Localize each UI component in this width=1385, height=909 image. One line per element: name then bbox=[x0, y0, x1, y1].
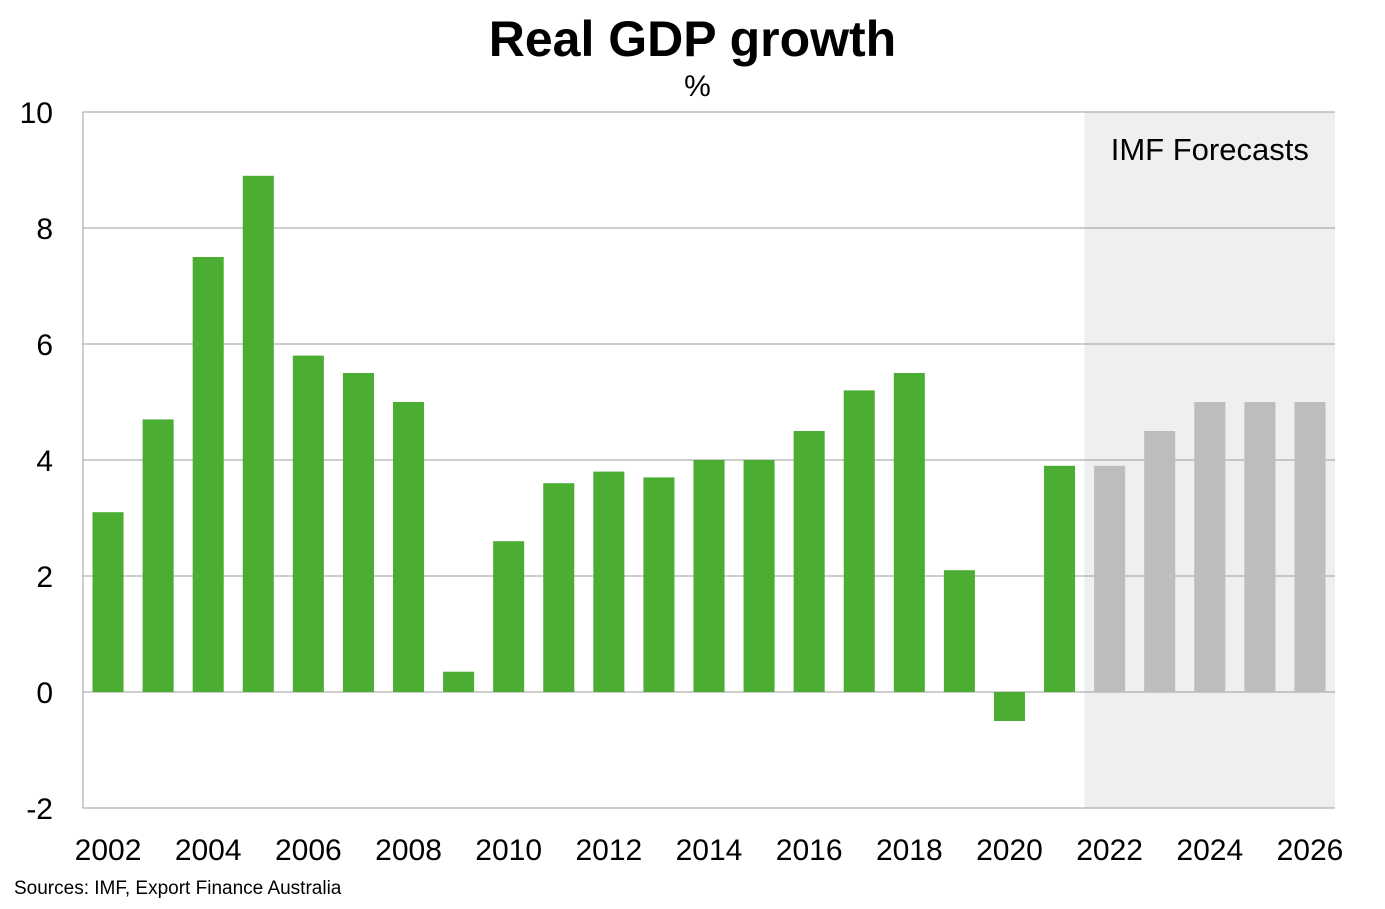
forecast-label: IMF Forecasts bbox=[1111, 132, 1309, 167]
x-axis-ticks: 2002 2004 2006 2008 2010 2012 2014 2016 2018 2020… bbox=[75, 834, 1344, 867]
bar-2008 bbox=[392, 402, 425, 692]
bar-2026 bbox=[1294, 402, 1326, 692]
y-axis-ticks: 10 8 6 4 2 0 -2 bbox=[20, 97, 53, 826]
x-tick-label: 2002 bbox=[75, 834, 142, 867]
bar-2002 bbox=[92, 512, 124, 692]
x-tick-label: 2024 bbox=[1176, 834, 1243, 867]
x-tick-label: 2018 bbox=[876, 834, 943, 867]
x-tick-label: 2010 bbox=[475, 834, 542, 867]
bar-2025 bbox=[1244, 402, 1276, 692]
y-tick-label: -2 bbox=[26, 793, 53, 826]
y-tick-label: 8 bbox=[36, 213, 53, 246]
y-tick-label: 6 bbox=[36, 329, 53, 362]
bar-2003 bbox=[142, 419, 174, 692]
y-tick-label: 4 bbox=[36, 445, 53, 478]
y-tick-label: 2 bbox=[36, 561, 53, 594]
bar-2014 bbox=[693, 460, 725, 692]
x-tick-label: 2014 bbox=[676, 834, 743, 867]
bar-2012 bbox=[593, 471, 625, 692]
x-tick-label: 2016 bbox=[776, 834, 843, 867]
bar-2004 bbox=[192, 257, 224, 692]
bar-2017 bbox=[843, 390, 875, 692]
bar-2023 bbox=[1144, 431, 1176, 692]
bar-2016 bbox=[793, 431, 825, 692]
source-note: Sources: IMF, Export Finance Australia bbox=[14, 878, 342, 899]
x-tick-label: 2020 bbox=[976, 834, 1043, 867]
bar-2024 bbox=[1194, 402, 1226, 692]
bar-2009 bbox=[443, 671, 475, 692]
x-tick-label: 2006 bbox=[275, 834, 342, 867]
bar-2011 bbox=[543, 483, 575, 692]
bar-2015 bbox=[743, 460, 775, 692]
chart-subtitle: % bbox=[684, 70, 711, 103]
bar-2005 bbox=[242, 175, 274, 693]
bar-2010 bbox=[493, 541, 525, 692]
x-tick-label: 2022 bbox=[1076, 834, 1143, 867]
y-tick-label: 0 bbox=[36, 677, 53, 710]
bar-2022 bbox=[1094, 465, 1126, 692]
bar-2006 bbox=[292, 355, 324, 692]
bar-2007 bbox=[342, 373, 374, 692]
bar-2020 bbox=[993, 692, 1026, 721]
x-tick-label: 2012 bbox=[575, 834, 642, 867]
y-tick-label: 10 bbox=[20, 97, 53, 130]
x-tick-label: 2026 bbox=[1277, 834, 1344, 867]
x-tick-label: 2004 bbox=[175, 834, 242, 867]
x-tick-label: 2008 bbox=[375, 834, 442, 867]
bars bbox=[92, 175, 1326, 721]
chart-title: Real GDP growth bbox=[488, 11, 897, 67]
bar-2018 bbox=[893, 373, 925, 692]
bar-2021 bbox=[1044, 465, 1076, 692]
bar-2019 bbox=[943, 570, 975, 692]
bar-2013 bbox=[643, 477, 675, 692]
